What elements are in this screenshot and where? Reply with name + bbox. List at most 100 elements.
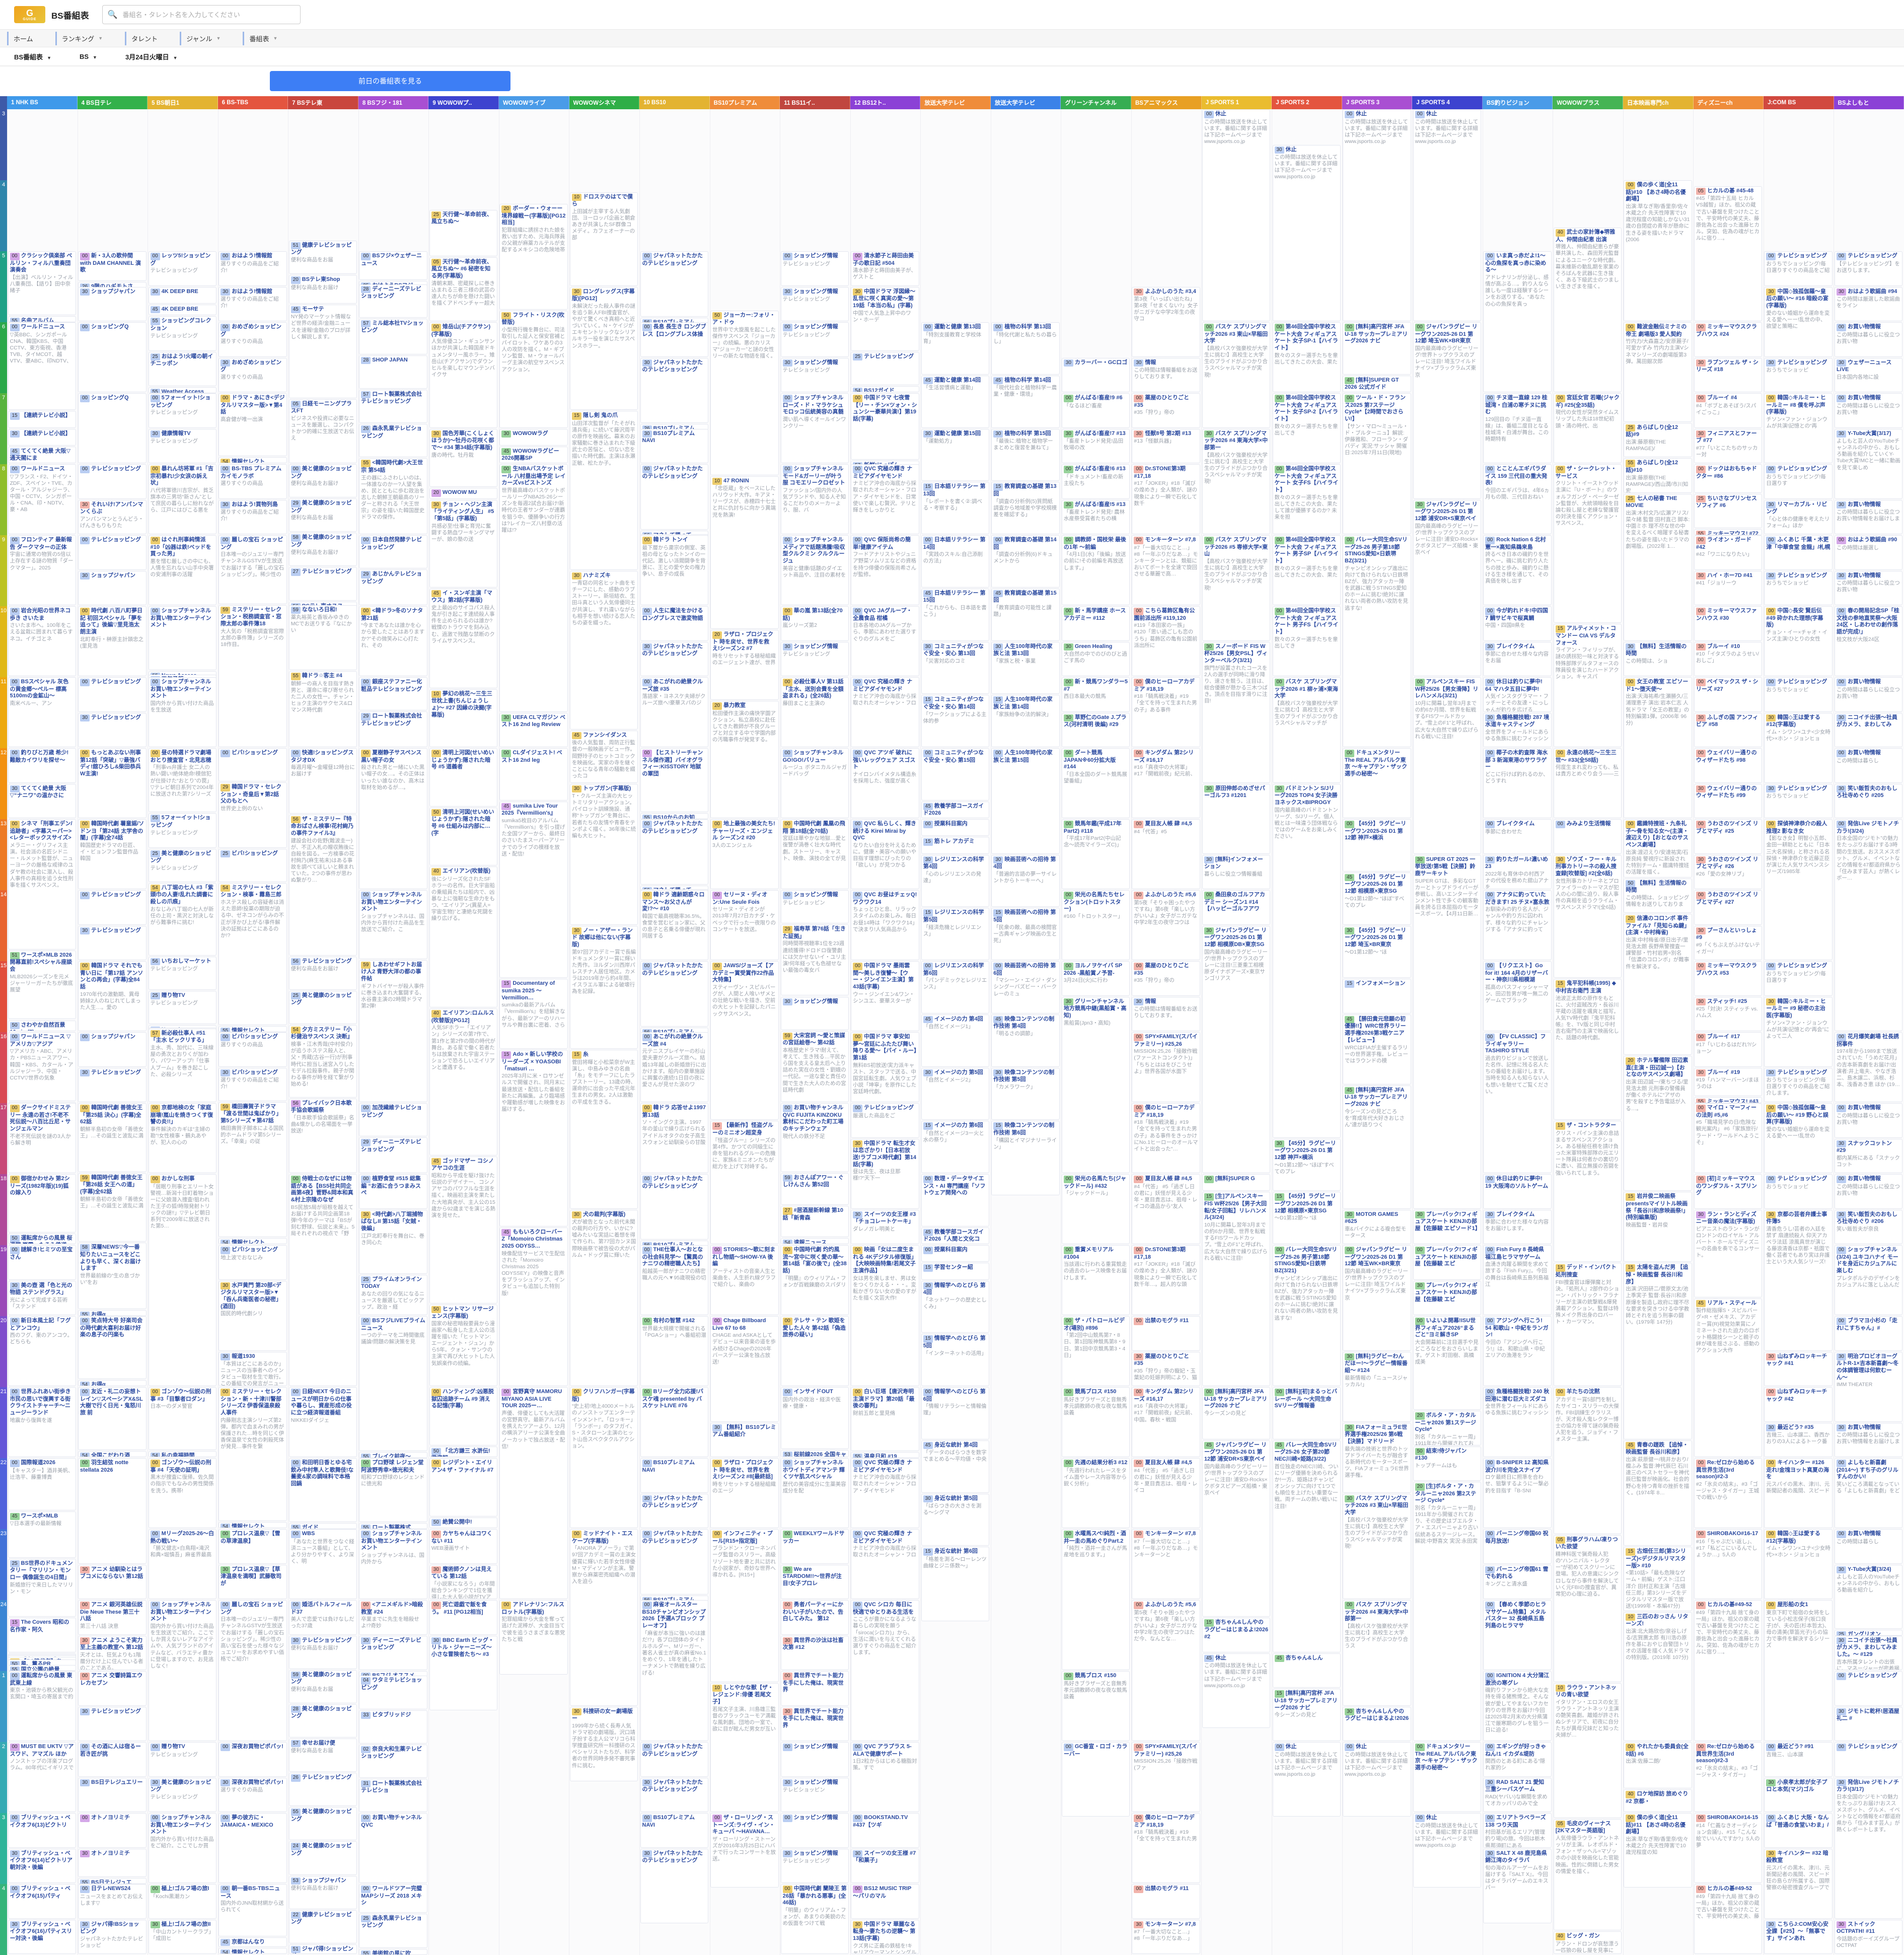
program-cell[interactable]: 58 深層NEWS▽今一番知りたいニュースをどこよりも早く、深くお届けします 世界最… [78, 1243, 147, 1310]
program-cell[interactable]: 00 僕のヒーローアカデミア #18,19 #18「騎馬戦決着」#19「全てを持って… [1132, 677, 1200, 747]
program-cell[interactable]: 30 ブルーイ #19 #19「ハンマーバーン/まほうのは [1694, 1067, 1763, 1097]
program-cell[interactable]: 00 テレビショッピング おうちでショッピ [1764, 677, 1833, 712]
program-cell[interactable]: 00 Chage Billboard Live 67 to 68 CHAGE and… [710, 1316, 779, 1422]
program-cell[interactable]: 00 CLダイジェスト! ベスト16 2nd leg [499, 748, 568, 801]
program-cell[interactable]: 00 バスケ スプリングマッチ2026 #3 東山×早稲田大学 【高校バスケ強豪校が… [1202, 322, 1271, 428]
program-cell[interactable]: 00 テレビショッピング [1834, 1671, 1903, 1706]
program-cell[interactable]: 00 Dr.STONE第3期 #17,18 #17「JOKER」#18「滅びの煌めき… [1132, 1245, 1200, 1315]
program-cell[interactable]: 00 白い巨塔【唐沢寿明主演ドラマ】第20話「最後の審判」 財前五郎と里見脩 [851, 1387, 919, 1452]
program-cell[interactable]: 59 しあわせギフトお届け人2 青野大洋の都の事件帖 ギフトバイヤーが殺人事件に巻き… [359, 960, 427, 1102]
program-cell[interactable]: 25 BS世界のドキュメンタリー「マリリン・モンロー 偶像誕生の4日間」 新婚旅行で… [8, 1558, 77, 1617]
program-cell[interactable]: 15 ザ・コントラクター クリス・パイン主演の息詰まるサスペンスアクション。ある極秘… [1553, 1121, 1622, 1262]
program-cell[interactable]: 00 いま真っ赤だよ!1〜心の魚探を真っ赤に染める〜 アドレナリンが分泌し、感情が高… [1483, 251, 1552, 392]
program-cell[interactable]: 30 うわさのツインズ リブとマディ #26 #26「愛の女神リブ」 [1694, 854, 1763, 889]
program-cell[interactable]: 55 お得α [78, 1310, 147, 1317]
program-cell[interactable]: 30 草野仁のGate J.プラス(河村清明 後編) #29 [1061, 712, 1130, 747]
program-cell[interactable]: 00 バレー大同生命SVリーグ25-26 男子第18節 STINGS愛知×日鉄堺B… [1343, 535, 1411, 747]
program-cell[interactable]: 00 GC番宣・ロゴ・カラーバー [1061, 1742, 1130, 1817]
program-cell[interactable]: 15 レジリエンスの科学 第5回 「経済危機とレジリエンス」 [921, 908, 990, 960]
program-cell[interactable]: 30 ジャパンラグビー リーグワン2025-26 D1 第12節 浦安DR×S東京… [1413, 499, 1482, 676]
program-cell[interactable]: 00 宮廷女官 若曦(ジャクギ) #25(全35話) 現代の女性が突然タイムスリップ… [1553, 393, 1622, 463]
program-cell[interactable]: 00 お買い物情報 この時間は暮らしに役立つお買い物 [1834, 393, 1903, 428]
program-cell[interactable]: 00 モンキーターン #7,8 #7「一番大切なこと…」#8「一年ぶりだなあ…」モン… [1132, 1529, 1200, 1599]
program-cell[interactable]: 00 ブルーイ #17 #17「いじわるはだれ?/ショーン [1694, 1032, 1763, 1067]
program-cell[interactable]: 00 ツール・ド・フランス2025 第7ステージ Cycle*【2時間でおさらい!… [1343, 393, 1411, 534]
program-cell[interactable]: 02 奈良大和生薬テレビショッピング [359, 1744, 427, 1778]
channel-header-24[interactable]: ディズニーch [1693, 96, 1764, 109]
program-cell[interactable]: 57 ミル総本社TVショッピング [359, 318, 427, 354]
program-cell[interactable]: 00 BS10プレミアムNAVI [640, 1458, 709, 1493]
program-cell[interactable]: 22 健康テレビショッピング [288, 1910, 357, 1943]
program-cell[interactable]: 05 刑事グラハム/凍りついた欲望 精神科医で猟奇殺人犯の“ハンニバル・レクター”が… [1553, 1535, 1622, 1682]
program-cell[interactable]: 00 第46回全国中学校スケート大会 フィギュアスケート 女子SP-2【ハイライト… [1272, 393, 1341, 463]
program-cell[interactable]: 30 バーニング帝国61 雪でも釣れる キングこと清水盛 [1483, 1564, 1552, 1599]
program-cell[interactable]: 00 中国時代劇 灼灼風流〜宮中に咲く愛の華〜 第14話「宴の後で」(全38話) 『… [780, 1245, 849, 1315]
program-cell[interactable]: 00 教育調査の基礎 第14回 「調査の分析例(6)ドキュメントから [991, 535, 1060, 588]
program-cell[interactable]: 00 ショッピング情報 [780, 1813, 849, 1848]
program-cell[interactable]: 28 ディーニーズテレビショッピング [359, 284, 427, 318]
program-cell[interactable]: 00 QVC シロカ 毎日に快適でゆとりある生活を こころが豊かになるような暮らしの… [851, 1600, 919, 1741]
program-cell[interactable]: 15 アルティメット・コマンドー CIA VS デルタフォース ライアン・フィリップ… [1553, 624, 1622, 747]
program-cell[interactable]: 30 情報 この時間は情報番組をお送りしております。 [1132, 357, 1200, 392]
program-cell[interactable]: 00 テレビショッピング 厳選した商品をご [851, 1103, 919, 1138]
program-cell[interactable]: 00 ライオン・ガード #42 #42「ワニになりたい」 [1694, 535, 1763, 570]
program-cell[interactable]: 00 レッツ5!ショッピング テレビショッピング [148, 251, 217, 286]
program-cell[interactable]: 55 美と健康のショッピング [288, 1807, 357, 1841]
program-cell[interactable]: 20 [生]ボルタ・ア・カタルーニャ2026 第2ステージ Cycle* 別名「カタ… [1413, 1482, 1482, 1741]
program-cell[interactable]: 10 ドロステのはてで僕ら 上田誠が主宰する人気劇団、ヨーロッパ企画と朝倉あきが共演… [569, 192, 638, 286]
program-cell[interactable]: 51 ワースポ×MLB 2026開幕直前!スペシャル座談会 MLB2026シーズンを… [8, 950, 77, 1020]
program-cell[interactable]: 00 あこがれの絶景クルーズ旅 #4 元テニスプレイヤーの杉山愛夫妻がクルーズ旅へ。… [640, 1032, 709, 1102]
program-cell[interactable]: 00 韓国ドラマ それでも青い日に「第17話 アンソンとの再会」(字幕)全84話 1… [78, 961, 147, 1031]
program-cell[interactable]: 00 ラザロ・プロジェクト 時を戻せ、世界を救え!シーズン2 #8[最終話] 時をリ… [710, 1458, 779, 1528]
program-cell[interactable]: 00 夏目友人帳 肆 #4,5 #4「代答」 #5「過ぎし日の君に」妖怪が見える少年… [1132, 1174, 1200, 1244]
program-cell[interactable]: 30 4K DEEP BRE [148, 286, 217, 304]
program-cell[interactable]: 55 ショッピングコレクション テレビショッピング [148, 316, 217, 351]
program-cell[interactable]: 00 オトノヨリミチ [78, 1813, 147, 1848]
program-cell[interactable]: 30 アニメ ようこそ実力至上主義の教室へ 第12話 天才とは、狂気よりも1階層分だ… [78, 1635, 147, 1670]
program-cell[interactable]: 00 マイロ・マーフィーの法則 #5,#6 #5「職場見学の日/危険な観光案内」 #… [1694, 1103, 1763, 1173]
program-cell[interactable]: 30 イメージの力 第5回 「自然とイメージ2」 [921, 1067, 990, 1120]
program-cell[interactable]: 45 教養学部コースガイド2026「人間と文化コ [921, 1227, 990, 1244]
program-cell[interactable]: 15 身近な統計 第6回 「格差を測る〜ローレンツ曲線とジニ係数〜」 [921, 1547, 990, 1622]
program-cell[interactable]: 00 QVC 究極の輝き ナミビアダイヤモンド ナミビア沖合の海底から採取されたオー… [851, 1529, 919, 1599]
program-cell[interactable]: 30 美の壺 選「色と光の物語 ステンドグラス」 光によって完成する芸術「ステンド [8, 1280, 77, 1315]
program-cell[interactable]: 45 WOWOWラグビー2026開幕SP [499, 446, 568, 463]
program-cell[interactable]: 30 笑い飯哲夫のおもしろ社寺めぐり #205 [1834, 783, 1903, 818]
program-cell[interactable]: 00 SHIROBAKO#16-17 #16「ちゃぶだい返し」、#17「私どこにいる… [1694, 1529, 1763, 1599]
program-cell[interactable]: 00 ショップチャンネルお買い物エンターテインメント ショップチャンネルは、国内外か… [359, 1529, 427, 1599]
program-cell[interactable]: 00 釣りびと万歳 希少!難敵カイワリを探せ〜 [8, 748, 77, 783]
program-cell[interactable]: 00 ウェイバリー通りのウィザードたち #98 [1694, 748, 1763, 783]
program-cell[interactable]: 20 BSテレ東Shop 便利な商品をお届け [288, 275, 357, 304]
program-cell[interactable]: 00 QVC 究極の輝き ナミビアダイヤモンド ナミビア沖合の海底から採取されたオー… [851, 1458, 919, 1528]
program-cell[interactable]: 00 出禁のモグラ #11 [1132, 1316, 1200, 1351]
program-cell[interactable]: 00 ショップチャンネル メディアで話題沸騰!吸収型クルクミン クルクルージュ 美容… [780, 535, 849, 605]
program-cell[interactable]: 00 ミッキーマウスクラブハウス #53 [1694, 961, 1763, 996]
program-cell[interactable]: 30 魔術師クノンは見えている 第12話 「小説家になろう」の年間総合ランキングで1… [429, 1564, 498, 1599]
program-cell[interactable]: 00 プロレス温泉▽【雪の草津温泉】 [218, 1529, 287, 1564]
nav-item-2[interactable]: タレント [125, 31, 171, 45]
program-cell[interactable]: 15 学習センター紹 [921, 1263, 990, 1280]
program-cell[interactable]: 00 中国◇長安 賢后伝 #49 砕かれた理想(字幕版) チョン・イー×チャオ・イン… [1764, 606, 1833, 676]
program-cell[interactable]: 00 死亡遊戯で飯を食う。 #11 [PG12相当] [429, 1600, 498, 1635]
program-cell[interactable]: 30 ショッピング情報 テレビショッピング [780, 357, 849, 392]
program-cell[interactable]: 30 バスケ スプリングマッチ2026 #4 東海大学×中部第一 【高校バスケ強豪校… [1202, 428, 1271, 534]
program-cell[interactable]: 00 山ねずみロッキーチャック #42 [1764, 1387, 1833, 1422]
program-cell[interactable]: 00 桑田泉のゴルフアカデミー シーズン1 #14【ハッピーゴルフアワ [1202, 890, 1271, 925]
program-cell[interactable]: 00 【ヒストリーチャンネル傑作選】バイオグラフィー:KISSTORY 地獄の軍団 [640, 748, 709, 813]
program-cell[interactable]: 30 よふかしのうた #3,4 第3夜「いっぱい出たね」 第4夜「せまくない?」女子… [1132, 286, 1200, 357]
program-cell[interactable]: 54 速報ニュース [780, 1238, 849, 1244]
program-cell[interactable]: 30 明治プロビオヨーグルトR-1×吉本新喜劇〜冬の体調管理は何飲むーん〜 IMM … [1834, 1351, 1903, 1422]
program-cell[interactable]: 30 テレビショッピング 便利な商品をお届け [288, 1635, 357, 1669]
program-cell[interactable]: 00 ショップチャンネル GO!GO!バリュー ルージュ ボタニカルジャガードバッグ [780, 748, 849, 818]
program-cell[interactable]: 59 橋田壽賀子ドラマ「渡る世間は鬼ばかり」第5シリーズ▼第47話 橋田壽賀子脚本に… [218, 1102, 287, 1237]
program-cell[interactable]: 00 ダークサイドミステリー 永遠の若さ!不老不死伝説〜八百比丘尼・サンジェルマン… [8, 1103, 77, 1173]
channel-header-20[interactable]: J SPORTS 4 [1412, 96, 1483, 109]
program-cell[interactable]: 00 第46回全国中学校スケート大会 フィギュアスケート 男子SP【ハイライト】数… [1272, 535, 1341, 605]
program-cell[interactable]: 00 極上!ゴルフ場の旅I 「Kochi黒潮カン [148, 1884, 217, 1919]
program-cell[interactable]: 15 筋トレ アカデミ [921, 837, 990, 854]
program-cell[interactable]: 00 第46回全国中学校スケート大会 フィギュアスケート 男子FS【ハイライト】数… [1272, 606, 1341, 676]
program-cell[interactable]: 30 ジモトに乾杯!居酒屋 礼二 # [1834, 1706, 1903, 1741]
program-cell[interactable]: 59 美と健康のショッピング 便利な商品をお届 [288, 1670, 357, 1703]
program-cell[interactable]: 30 国色芳華(こくしょくほうか)〜牡丹の花咲く都で〜 #34 第34話(字幕版)… [429, 428, 498, 487]
